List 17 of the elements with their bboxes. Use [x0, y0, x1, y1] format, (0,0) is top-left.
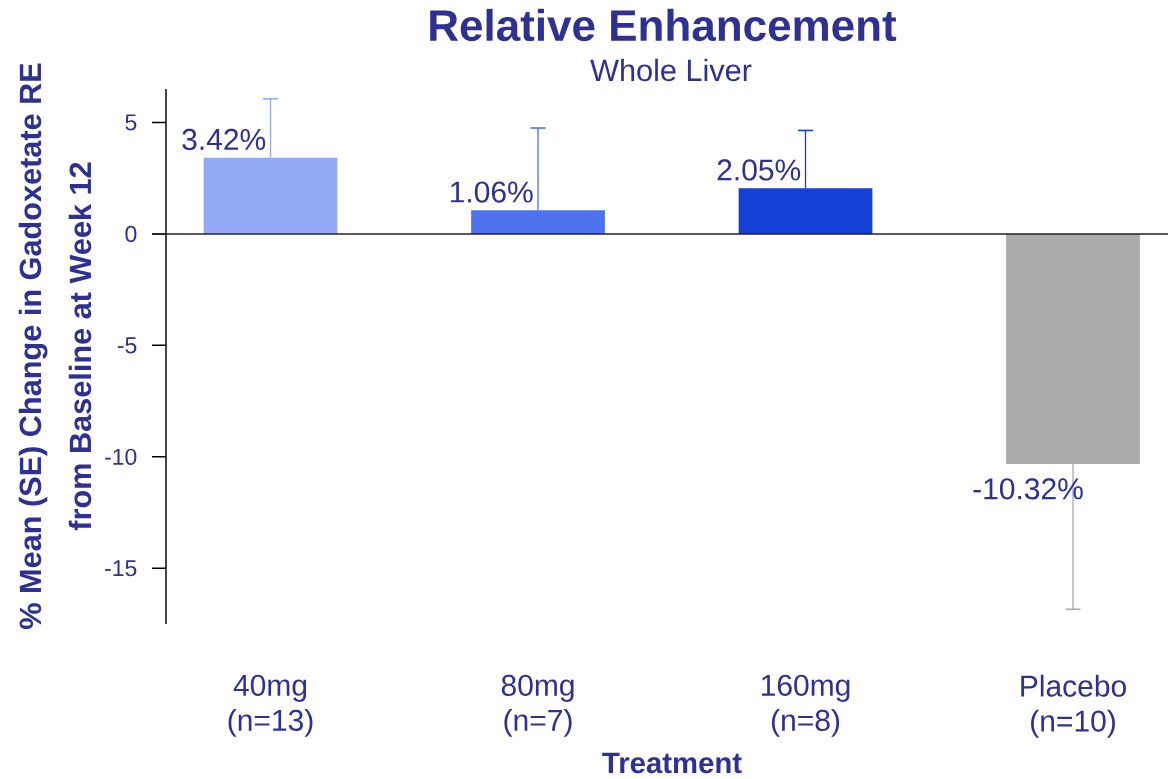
- data-label: 1.06%: [450, 181, 533, 203]
- x-tick-label: 160mg (n=8): [761, 674, 850, 737]
- y-tick-label: 5: [125, 114, 137, 131]
- y-tick-label: -10: [105, 448, 137, 465]
- y-axis-title: % Mean (SE) Change in Gadoxetate RE from Baseline at Week 12: [18, 63, 92, 629]
- data-label: -10.32%: [973, 478, 1083, 500]
- data-label: 3.42%: [182, 128, 266, 151]
- chart-title: Relative Enhancement: [430, 8, 897, 42]
- x-tick-label: 80mg (n=7): [501, 674, 574, 737]
- chart-subtitle: Whole Liver: [590, 58, 752, 82]
- x-tick-label: 40mg (n=13): [228, 674, 313, 737]
- x-axis-title: Treatment: [602, 752, 742, 774]
- y-tick-label: -5: [117, 337, 137, 354]
- y-tick-label: 0: [125, 225, 137, 243]
- x-tick-label: Placebo (n=10): [1021, 674, 1126, 738]
- y-tick-label: -15: [105, 560, 137, 577]
- data-label: 2.05%: [717, 159, 801, 181]
